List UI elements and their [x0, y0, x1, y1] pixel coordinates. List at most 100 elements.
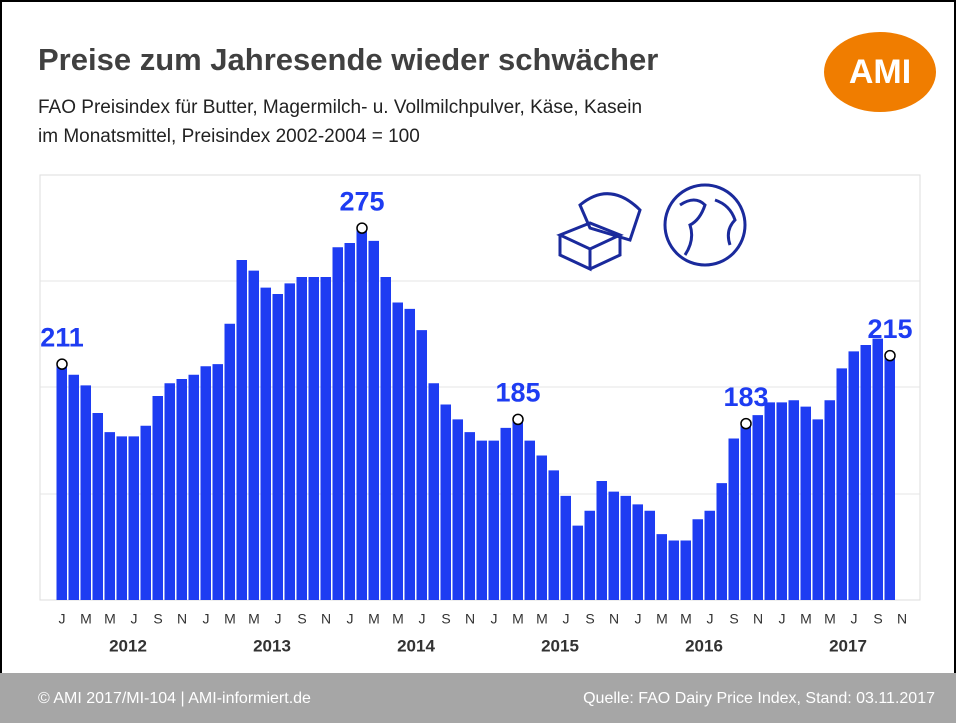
x-tick-label: M	[104, 611, 116, 627]
data-label: 211	[40, 322, 84, 352]
x-tick-label: S	[729, 611, 738, 627]
bar	[464, 432, 475, 600]
bar	[524, 440, 535, 600]
bar	[404, 308, 415, 600]
x-tick-label: N	[465, 611, 475, 627]
point-marker	[56, 358, 68, 370]
x-tick-label: N	[753, 611, 763, 627]
bar	[308, 277, 319, 600]
bar	[344, 243, 355, 600]
icons	[556, 183, 747, 272]
bar	[848, 351, 859, 600]
bar	[632, 504, 643, 600]
subtitle: im Monatsmittel, Preisindex 2002-2004 = …	[38, 126, 420, 147]
x-tick-label: S	[585, 611, 594, 627]
point-marker	[740, 417, 752, 430]
bar	[500, 427, 511, 600]
footer-left: © AMI 2017/MI-104 | AMI-informiert.de	[38, 690, 311, 707]
bar	[296, 277, 307, 600]
year-label: 2014	[397, 636, 435, 655]
bar	[548, 470, 559, 600]
bar	[320, 277, 331, 600]
bar	[188, 374, 199, 600]
bar	[764, 402, 775, 600]
bar	[260, 287, 271, 600]
bar	[488, 440, 499, 600]
bar	[788, 400, 799, 600]
data-label: 275	[339, 186, 384, 216]
x-tick-label: M	[368, 611, 380, 627]
x-tick-label: N	[177, 611, 187, 627]
bar	[476, 440, 487, 600]
x-tick-label: M	[800, 611, 812, 627]
bar	[428, 383, 439, 600]
x-tick-label: J	[419, 611, 426, 627]
x-tick-label: J	[347, 611, 354, 627]
x-tick-label: J	[491, 611, 498, 627]
x-tick-label: M	[80, 611, 92, 627]
x-tick-label: N	[609, 611, 619, 627]
x-tick-label: M	[248, 611, 260, 627]
bar	[116, 436, 127, 600]
bar	[140, 425, 151, 600]
bar	[104, 432, 115, 600]
bar	[644, 510, 655, 600]
bar	[860, 345, 871, 600]
data-label: 215	[867, 314, 912, 344]
bar	[152, 396, 163, 600]
data-label: 185	[495, 378, 540, 408]
bar	[368, 240, 379, 600]
bar	[200, 366, 211, 600]
subtitle: FAO Preisindex für Butter, Magermilch- u…	[38, 97, 642, 118]
year-label: 2016	[685, 636, 723, 655]
x-tick-label: M	[512, 611, 524, 627]
year-label: 2012	[109, 636, 147, 655]
bar	[800, 406, 811, 600]
bar	[692, 519, 703, 600]
bar	[68, 374, 79, 600]
x-tick-label: J	[203, 611, 210, 627]
x-tick-label: M	[680, 611, 692, 627]
bar	[272, 294, 283, 600]
x-tick-label: J	[131, 611, 138, 627]
bar	[224, 323, 235, 600]
x-tick-label: S	[153, 611, 162, 627]
x-tick-label: M	[392, 611, 404, 627]
bar	[560, 495, 571, 600]
bar	[416, 330, 427, 600]
bar	[620, 495, 631, 600]
x-tick-label: M	[824, 611, 836, 627]
year-label: 2017	[829, 636, 867, 655]
year-label: 2013	[253, 636, 291, 655]
bar	[56, 364, 67, 600]
data-label: 183	[723, 382, 768, 412]
x-tick-label: M	[224, 611, 236, 627]
x-tick-label: J	[59, 611, 66, 627]
bar	[536, 455, 547, 600]
footer-right: Quelle: FAO Dairy Price Index, Stand: 03…	[583, 690, 935, 707]
bar	[512, 419, 523, 600]
bar	[128, 436, 139, 600]
bar	[380, 277, 391, 600]
bar	[80, 385, 91, 600]
bar	[332, 247, 343, 600]
bar	[596, 481, 607, 600]
x-tick-label: J	[851, 611, 858, 627]
x-tick-label: J	[707, 611, 714, 627]
year-label: 2015	[541, 636, 579, 655]
bar	[176, 379, 187, 600]
x-tick-label: M	[536, 611, 548, 627]
globe-icon	[679, 198, 737, 256]
globe-icon	[663, 183, 747, 267]
point-marker	[356, 222, 368, 234]
bar	[440, 404, 451, 600]
bar	[572, 525, 583, 600]
bar	[740, 423, 751, 600]
x-tick-label: N	[897, 611, 907, 627]
bar	[668, 540, 679, 600]
bar	[836, 368, 847, 600]
x-tick-label: S	[441, 611, 450, 627]
bar	[284, 283, 295, 600]
